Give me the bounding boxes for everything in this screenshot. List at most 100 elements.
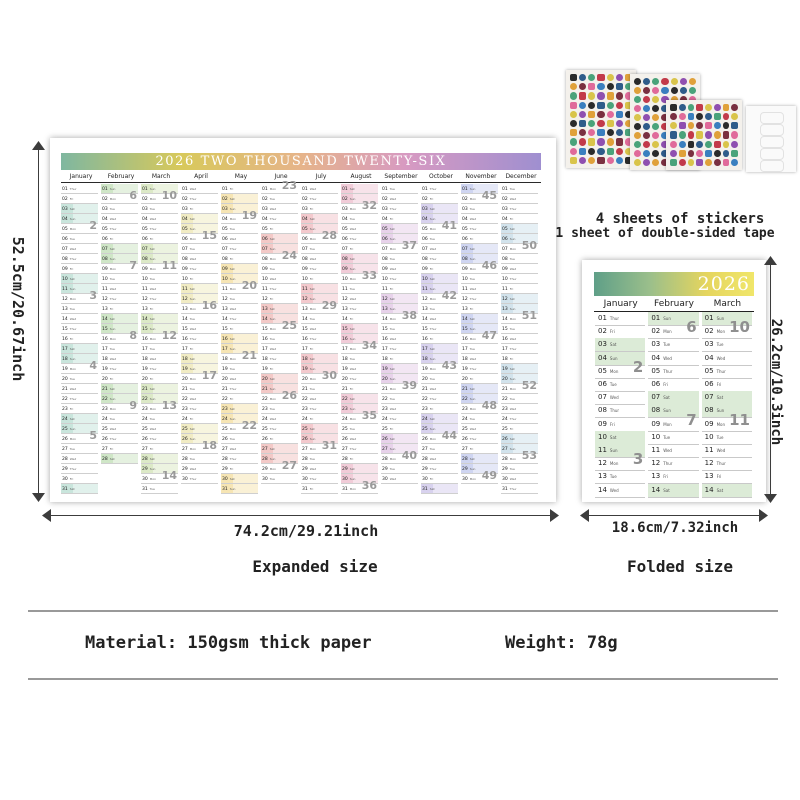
sticker: [696, 104, 703, 112]
day-cell: 13 Sun: [501, 304, 538, 314]
day-cell: 29 Wed: [181, 464, 218, 474]
day-number: 26: [182, 437, 188, 442]
sticker: [643, 105, 651, 112]
day-number: 13: [62, 307, 68, 312]
day-cell: 02 Mon 6: [101, 190, 138, 204]
day-number: 17: [182, 347, 188, 352]
weekday-label: Sun: [389, 377, 396, 381]
sticker: [679, 96, 687, 103]
sticker: [579, 92, 587, 100]
day-cell: 16 Mon 12: [141, 330, 178, 344]
day-cell: 01 Thur: [61, 184, 98, 194]
day-number: 18: [142, 357, 148, 362]
day-number: 20: [502, 377, 508, 382]
day-number: 08: [62, 257, 68, 262]
sticker: [661, 132, 669, 139]
sticker: [634, 159, 642, 166]
day-number: 04: [142, 217, 148, 222]
day-number: 17: [102, 347, 108, 352]
weekday-label: Tue: [309, 247, 315, 251]
double-sided-tape-sheet: [746, 106, 796, 172]
week-number: 47: [481, 329, 497, 342]
day-number: 05: [102, 227, 108, 232]
day-cell: 25 Wed: [141, 424, 178, 434]
sticker: [606, 156, 614, 164]
weekday-label: Wed: [149, 357, 157, 361]
weekday-label: Sun: [469, 257, 476, 261]
day-number: 26: [62, 437, 68, 442]
weekday-label: Tue: [429, 447, 435, 451]
weekday-label: Mon: [389, 247, 397, 251]
weekday-label: Mon: [309, 447, 317, 451]
weekday-label: Thur: [69, 257, 77, 261]
weekday-label: Tue: [389, 467, 395, 471]
folded-weekday-label: Mon: [609, 461, 619, 467]
day-cell: 24 Tue: [461, 414, 498, 424]
weekday-label: Sat: [229, 197, 235, 201]
day-number: 03: [382, 207, 388, 212]
arrow-right-icon: [759, 509, 768, 522]
day-number: 22: [62, 397, 68, 402]
day-cell: 20 Mon 17: [181, 370, 218, 384]
day-cell: 26 Thur: [101, 434, 138, 444]
folded-day-cell: 14 Wed: [595, 484, 646, 498]
day-cell: 10 Fri: [301, 274, 338, 284]
day-cell: 03 Wed: [261, 204, 298, 214]
day-number: 10: [142, 277, 148, 282]
day-cell: 31 Tue: [141, 484, 178, 494]
day-number: 18: [342, 357, 348, 362]
day-cell: 07 Mon 50: [501, 240, 538, 254]
sticker: [634, 105, 642, 112]
weekday-label: Thur: [309, 337, 317, 341]
day-cell: 05 Mon 2: [61, 220, 98, 234]
day-cell: 19 Thur: [141, 364, 178, 374]
weekday-label: Sun: [349, 267, 356, 271]
week-number: 5: [89, 429, 97, 442]
day-cell: 24 Sat: [421, 414, 458, 424]
weekday-label: Thur: [509, 417, 517, 421]
sticker: [624, 129, 632, 137]
folded-day-number: 01: [651, 314, 661, 322]
calendar-title: 2026 TWO THOUSAND TWENTY-SIX: [61, 153, 541, 170]
day-number: 19: [222, 367, 228, 372]
sticker: [597, 83, 605, 91]
day-cell: 02 Wed: [381, 194, 418, 204]
day-number: 19: [302, 367, 308, 372]
weekday-label: Mon: [389, 387, 397, 391]
day-cell: 12 Tue: [221, 294, 258, 304]
folded-day-number: 05: [704, 366, 714, 375]
month-header: April: [181, 172, 221, 183]
day-number: 13: [142, 307, 148, 312]
day-cell: 28 Fri: [341, 454, 378, 464]
day-number: 10: [342, 277, 348, 282]
weekday-label: Thur: [149, 437, 157, 441]
day-cell: 17 Thur: [501, 344, 538, 354]
arrow-down-icon: [32, 493, 45, 502]
day-number: 01: [342, 187, 348, 192]
month-header: December: [501, 172, 541, 183]
folded-day-cell: 08 Sun: [648, 404, 699, 419]
day-number: 31: [222, 487, 228, 492]
weekday-label: Sun: [69, 217, 76, 221]
day-number: 27: [302, 447, 308, 452]
day-number: 20: [302, 377, 308, 382]
day-cell: 19 Mon 43: [421, 360, 458, 374]
folded-day-cell: 08 Sun: [701, 404, 752, 419]
weekday-label: Sun: [69, 357, 76, 361]
day-cell: 13 Sun: [381, 304, 418, 314]
day-number: 13: [302, 307, 308, 312]
week-number: 3: [89, 289, 97, 302]
day-cell: 21 Fri: [341, 384, 378, 394]
sticker: [688, 87, 696, 94]
day-cell: 07 Fri: [341, 244, 378, 254]
day-cell: 19 Sun: [301, 364, 338, 374]
folded-weekday-label: Fri: [663, 474, 669, 480]
day-number: 22: [382, 397, 388, 402]
folded-weekday-label: Sun: [716, 316, 725, 321]
weekday-label: Mon: [429, 367, 437, 371]
day-number: 25: [62, 427, 68, 432]
height-dimension-line: [38, 147, 39, 497]
folded-weekday-label: Wed: [716, 355, 726, 361]
weekday-label: Tue: [269, 477, 275, 481]
day-number: 04: [422, 217, 428, 222]
